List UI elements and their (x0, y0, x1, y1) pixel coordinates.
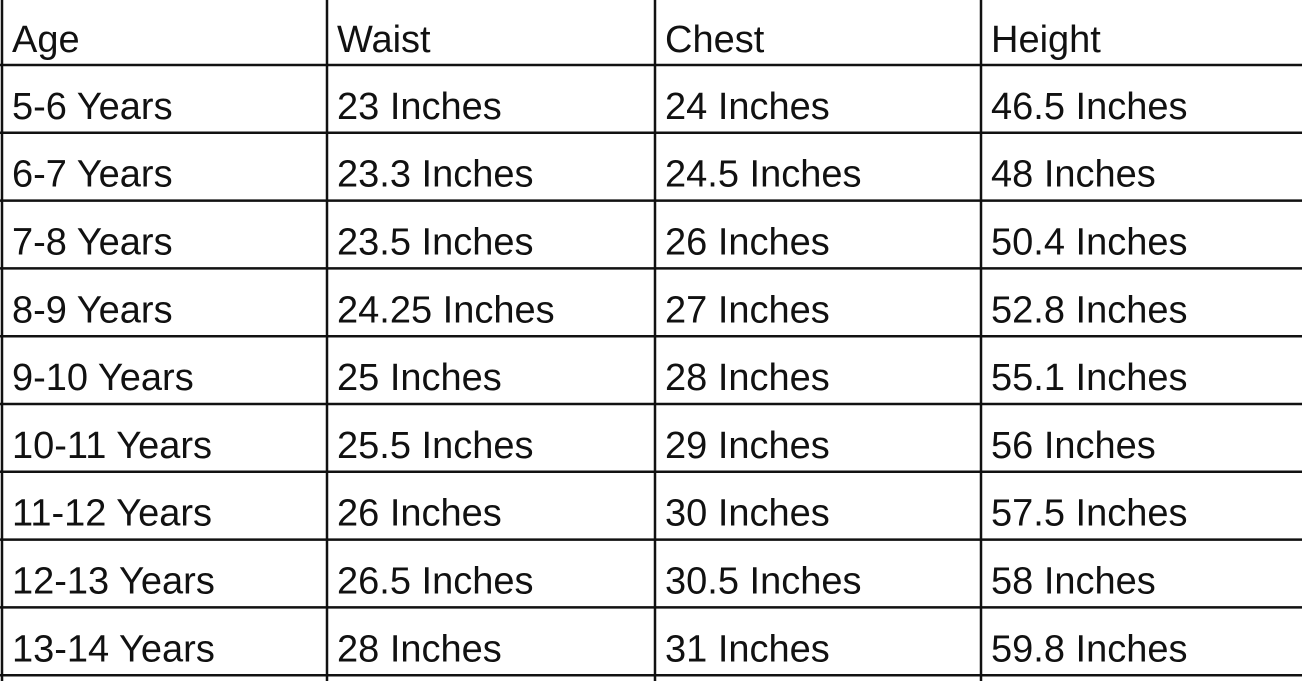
table-cell: 46.5 Inches (991, 86, 1187, 128)
table-cell: 24 Inches (665, 86, 830, 128)
table-cell: 25 Inches (337, 357, 502, 399)
table-cell: 26.5 Inches (337, 561, 533, 603)
header-cell: Chest (665, 19, 765, 61)
table-cell: 57.5 Inches (991, 493, 1187, 535)
header-cell: Waist (337, 19, 431, 61)
table-cell: 10-11 Years (12, 425, 212, 467)
table-cell: 6-7 Years (12, 154, 173, 196)
table-cell: 50.4 Inches (991, 222, 1187, 264)
header-cell: Age (12, 19, 80, 61)
table-cell: 9-10 Years (12, 357, 194, 399)
table-cell: 52.8 Inches (991, 289, 1187, 331)
table-cell: 31 Inches (665, 628, 830, 670)
table-cell: 23.5 Inches (337, 222, 533, 264)
table-cell: 24.5 Inches (665, 154, 861, 196)
table-cell: 28 Inches (337, 628, 502, 670)
table-cell: 26 Inches (337, 493, 502, 535)
table-cell: 55.1 Inches (991, 357, 1187, 399)
header-cell: Height (991, 19, 1101, 61)
table-cell: 23 Inches (337, 86, 502, 128)
table-cell: 7-8 Years (12, 222, 173, 264)
table-cell: 8-9 Years (12, 289, 173, 331)
table-cell: 13-14 Years (12, 628, 215, 670)
table-cell: 5-6 Years (12, 86, 173, 128)
table-cell: 59.8 Inches (991, 628, 1187, 670)
table-cell: 12-13 Years (12, 561, 215, 603)
table-cell: 26 Inches (665, 222, 830, 264)
table-cell: 58 Inches (991, 561, 1156, 603)
table-cell: 23.3 Inches (337, 154, 533, 196)
table-cell: 25.5 Inches (337, 425, 533, 467)
table-cell: 27 Inches (665, 289, 830, 331)
table-cell: 24.25 Inches (337, 289, 555, 331)
table-cell: 56 Inches (991, 425, 1156, 467)
table-cell: 28 Inches (665, 357, 830, 399)
table-cell: 30 Inches (665, 493, 830, 535)
table-cell: 29 Inches (665, 425, 830, 467)
table-cell: 48 Inches (991, 154, 1156, 196)
table-cell: 30.5 Inches (665, 561, 861, 603)
table-cell: 11-12 Years (12, 493, 212, 535)
